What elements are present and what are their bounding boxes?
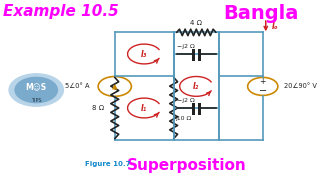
Text: Bangla: Bangla (224, 4, 299, 23)
Text: TIPS: TIPS (31, 98, 42, 103)
Text: I₁: I₁ (141, 103, 147, 112)
Text: I₂: I₂ (193, 82, 199, 91)
Text: 5∠0° A: 5∠0° A (65, 83, 89, 89)
Text: I₃: I₃ (141, 50, 147, 59)
Text: −j2 Ω: −j2 Ω (177, 98, 195, 103)
Text: Superposition: Superposition (127, 158, 247, 173)
Circle shape (15, 77, 57, 103)
Text: +: + (260, 77, 266, 86)
Text: −j2 Ω: −j2 Ω (177, 44, 195, 49)
Text: 20∠90° V: 20∠90° V (284, 83, 317, 89)
Circle shape (9, 74, 63, 106)
Text: 4 Ω: 4 Ω (190, 20, 202, 26)
Text: j10 Ω: j10 Ω (175, 116, 191, 121)
Text: Iₒ: Iₒ (272, 22, 278, 31)
Text: Example 10.5: Example 10.5 (3, 4, 119, 19)
Text: −: − (259, 86, 267, 96)
Text: Figure 10.7: Figure 10.7 (84, 161, 130, 167)
Text: 8 Ω: 8 Ω (92, 105, 104, 111)
Text: M☺S: M☺S (26, 82, 47, 91)
